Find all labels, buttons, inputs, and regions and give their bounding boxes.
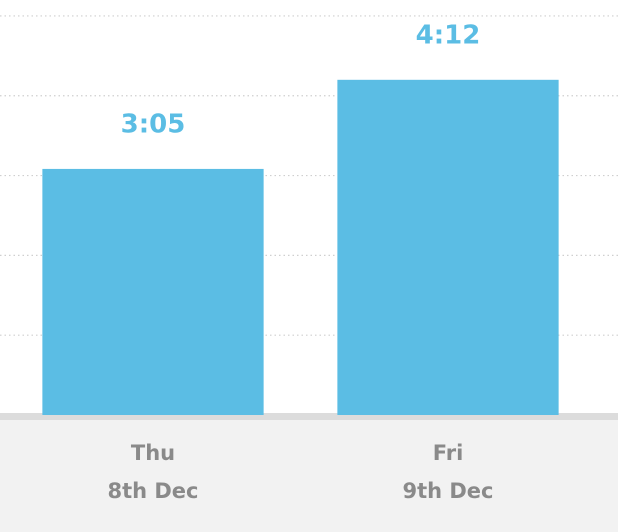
bar [42,168,264,415]
value-label: 3:05 [121,109,186,139]
bar [337,79,559,416]
axis-panel [0,419,618,532]
value-label: 4:12 [416,20,481,50]
x-tick-label: Fri [433,441,464,465]
x-tick-sublabel: 9th Dec [402,479,493,503]
x-tick-sublabel: 8th Dec [107,479,198,503]
x-tick-label: Thu [131,441,175,465]
baseline [0,413,618,420]
